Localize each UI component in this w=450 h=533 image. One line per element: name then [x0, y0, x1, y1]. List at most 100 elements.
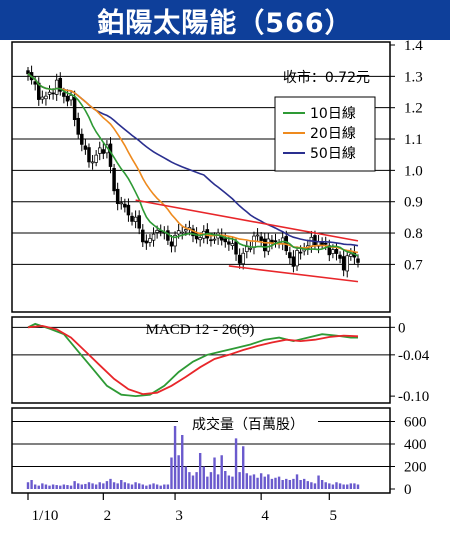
volume-bar — [69, 485, 73, 489]
candle-body — [341, 256, 346, 271]
price-frame — [11, 41, 391, 313]
candle-body — [223, 238, 228, 243]
volume-bar — [317, 475, 320, 489]
candle-body — [26, 70, 30, 75]
volume-bar — [191, 475, 195, 489]
volume-bar — [51, 484, 55, 489]
candle-body — [241, 252, 245, 265]
macd-tick-label: -0.04 — [398, 348, 430, 364]
volume-bar — [109, 478, 112, 489]
volume-bar — [105, 481, 109, 489]
volume-bar — [209, 472, 213, 489]
x-tick-label: 3 — [175, 508, 183, 524]
volume-bar — [234, 438, 238, 489]
candle-body — [65, 95, 70, 102]
volume-bar — [44, 484, 48, 489]
price-tick-label: 1.2 — [404, 101, 423, 117]
candle-body — [176, 230, 181, 235]
chart-svg: 1.4 1.3 1.2 1.1 1.0 0.9 0.8 0.7 收市：0.72元 10日線 20日線… — [11, 40, 430, 524]
candle-body — [166, 230, 170, 241]
volume-bar — [295, 474, 299, 489]
volume-tick-label: 0 — [404, 482, 412, 498]
candle-body — [108, 143, 113, 167]
candle-body — [291, 256, 296, 267]
candle-body — [266, 238, 271, 252]
candle-body — [148, 238, 152, 243]
macd-frame — [11, 316, 391, 404]
price-tick-label: 0.7 — [404, 257, 423, 273]
volume-bar — [166, 484, 170, 489]
x-tick-label: 5 — [330, 508, 338, 524]
volume-bar — [26, 482, 30, 489]
volume-bar — [152, 483, 155, 489]
volume-bar — [292, 478, 295, 489]
candle-body — [97, 147, 102, 154]
volume-bar — [206, 476, 209, 489]
volume-bar — [37, 485, 40, 489]
volume-bar — [80, 484, 84, 489]
volume-bar — [145, 485, 148, 489]
volume-bar — [224, 471, 227, 489]
candle-body — [69, 95, 73, 101]
volume-panel: 600 400 200 0 成交量（百萬股） — [11, 407, 427, 498]
candle-body — [334, 249, 339, 254]
volume-bar — [263, 476, 266, 489]
trendline — [228, 265, 359, 283]
candle-body — [141, 229, 145, 243]
volume-bar — [216, 474, 220, 489]
candle-body — [194, 233, 199, 240]
volume-bar — [73, 481, 76, 489]
volume-bar — [349, 483, 353, 489]
volume-bar — [249, 475, 252, 489]
candle-body — [349, 253, 353, 257]
close-price-label: 收市：0.72元 — [283, 69, 370, 86]
volume-bar — [141, 484, 144, 489]
volume-bar — [77, 483, 80, 489]
x-tick-label: 4 — [261, 508, 269, 524]
candle-body — [331, 249, 335, 254]
volume-bar — [346, 484, 349, 489]
candle-body — [198, 237, 202, 241]
volume-bar — [313, 483, 317, 489]
volume-bar — [320, 480, 324, 489]
volume-bar — [245, 473, 249, 489]
volume-tick-label: 400 — [404, 437, 427, 453]
volume-label: 成交量（百萬股） — [192, 416, 304, 433]
volume-bar — [62, 484, 66, 489]
volume-bar — [30, 480, 33, 489]
price-tick-label: 1.3 — [404, 69, 423, 85]
candle-body — [230, 243, 235, 247]
candle-body — [144, 240, 149, 244]
candle-body — [298, 251, 303, 254]
candle-body — [76, 117, 80, 135]
candle-body — [173, 234, 177, 247]
volume-bar — [277, 476, 281, 489]
candle-body — [237, 254, 242, 264]
volume-bar — [170, 457, 173, 489]
candle-body — [130, 215, 134, 222]
volume-bar — [130, 484, 134, 489]
candle-body — [248, 247, 253, 250]
volume-bar — [202, 466, 205, 489]
candle-body — [101, 149, 106, 154]
volume-bar — [84, 483, 87, 489]
candle-body — [259, 236, 263, 241]
volume-bar — [252, 474, 256, 489]
volume-tick-label: 600 — [404, 415, 427, 431]
volume-bar — [148, 484, 152, 489]
volume-bar — [181, 417, 184, 489]
volume-bar — [242, 446, 245, 489]
volume-frame — [11, 407, 391, 494]
candle-body — [47, 91, 52, 95]
volume-bar — [338, 483, 342, 489]
candle-body — [90, 161, 95, 164]
sma20-line — [27, 73, 359, 254]
volume-bar — [299, 480, 302, 489]
volume-bar — [163, 484, 166, 489]
volume-bar — [270, 478, 274, 489]
candle-body — [245, 246, 249, 252]
volume-bar — [267, 474, 270, 489]
volume-bar — [66, 485, 69, 489]
candle-body — [151, 233, 156, 241]
